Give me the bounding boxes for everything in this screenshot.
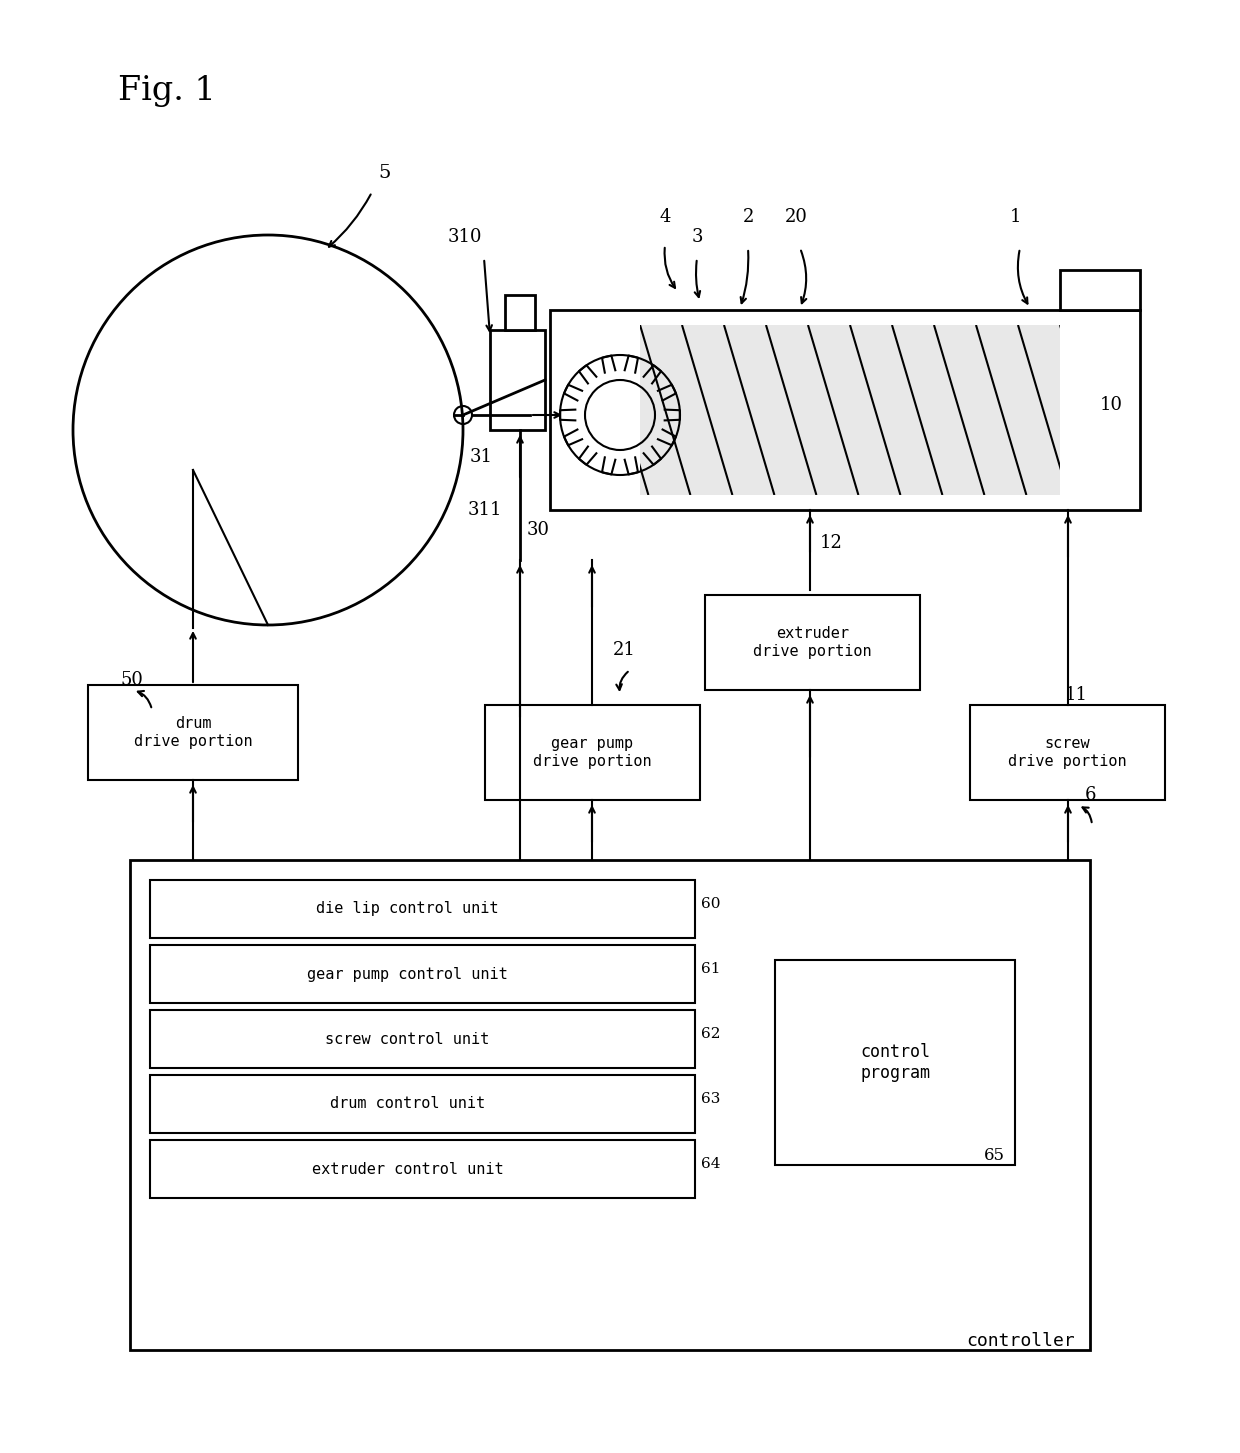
Text: 50: 50: [120, 671, 143, 689]
Bar: [150, 944, 694, 1003]
Text: 311: 311: [467, 501, 502, 519]
Text: 310: 310: [448, 228, 482, 246]
Text: 4: 4: [660, 208, 671, 227]
Text: 6: 6: [1085, 786, 1096, 804]
Text: 64: 64: [701, 1157, 720, 1171]
Bar: [640, 325, 1060, 495]
Text: 10: 10: [1100, 397, 1123, 414]
Text: 5: 5: [378, 164, 391, 182]
Bar: [150, 881, 694, 939]
Bar: [551, 309, 1140, 510]
Text: die lip control unit: die lip control unit: [316, 901, 498, 917]
Text: 1: 1: [1011, 208, 1022, 227]
Text: 20: 20: [785, 208, 808, 227]
Text: 12: 12: [820, 535, 843, 552]
Bar: [485, 705, 701, 801]
Bar: [1060, 270, 1140, 309]
Text: 3: 3: [692, 228, 703, 246]
Text: drum
drive portion: drum drive portion: [134, 716, 252, 748]
Text: control
program: control program: [861, 1043, 930, 1082]
Bar: [150, 1141, 694, 1199]
Text: 2: 2: [743, 208, 754, 227]
Text: screw control unit: screw control unit: [325, 1032, 490, 1046]
Bar: [150, 1010, 694, 1068]
Text: 65: 65: [985, 1146, 1004, 1164]
Text: 11: 11: [1065, 686, 1087, 705]
Text: 61: 61: [701, 962, 720, 976]
Text: 62: 62: [701, 1027, 720, 1040]
Text: 31: 31: [470, 448, 494, 466]
Text: drum control unit: drum control unit: [330, 1097, 485, 1112]
Text: 63: 63: [701, 1093, 720, 1106]
Bar: [775, 960, 1016, 1165]
Bar: [970, 705, 1166, 801]
Text: gear pump
drive portion: gear pump drive portion: [533, 737, 652, 769]
Text: extruder control unit: extruder control unit: [311, 1161, 503, 1177]
Text: extruder
drive portion: extruder drive portion: [753, 626, 872, 658]
Text: screw
drive portion: screw drive portion: [1008, 737, 1127, 769]
Text: controller: controller: [966, 1332, 1075, 1350]
Bar: [88, 684, 298, 780]
Text: 60: 60: [701, 897, 720, 911]
Bar: [490, 330, 546, 430]
Text: Fig. 1: Fig. 1: [118, 76, 216, 108]
Bar: [706, 594, 920, 690]
Bar: [130, 860, 1090, 1350]
Bar: [505, 295, 534, 330]
Text: gear pump control unit: gear pump control unit: [308, 966, 508, 981]
Text: 21: 21: [613, 641, 636, 660]
Bar: [150, 1075, 694, 1133]
Text: 30: 30: [527, 522, 551, 539]
